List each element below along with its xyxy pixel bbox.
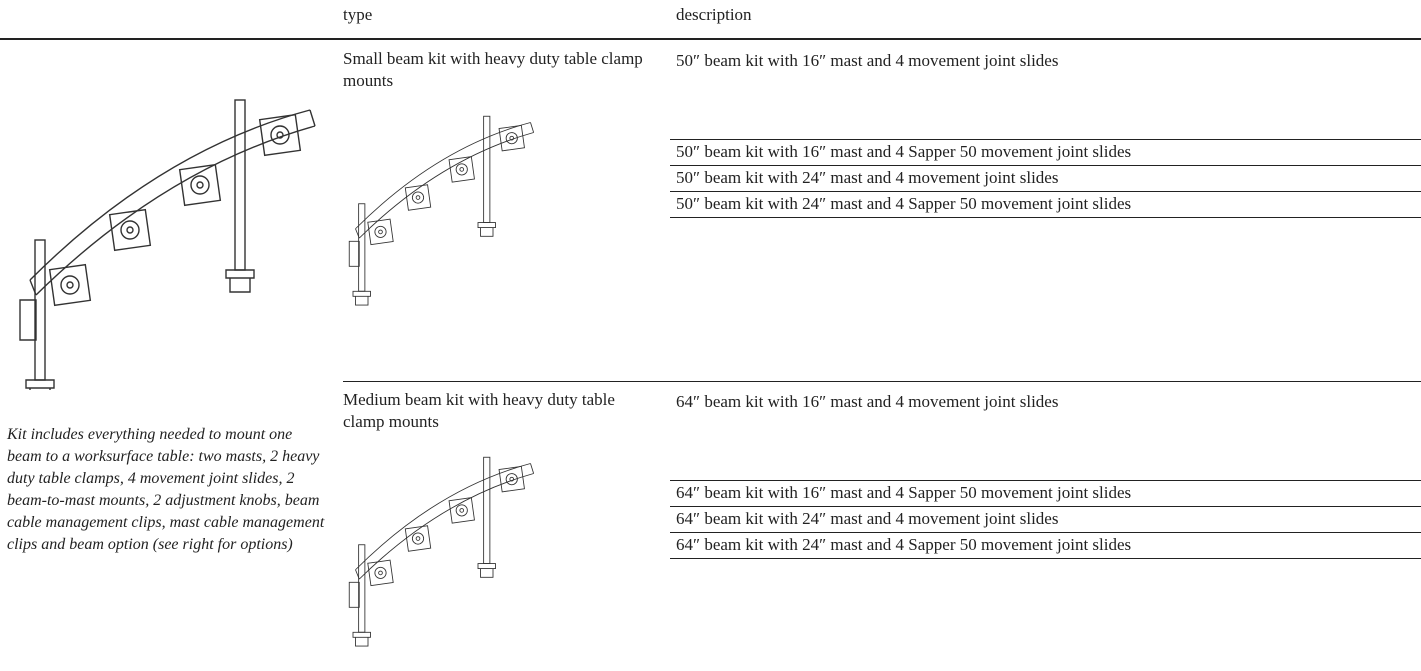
row-rule bbox=[670, 217, 1421, 218]
description-text: 50″ beam kit with 24″ mast and 4 movemen… bbox=[676, 168, 1059, 187]
row-rule bbox=[670, 480, 1421, 481]
description-text: 64″ beam kit with 16″ mast and 4 movemen… bbox=[676, 392, 1059, 411]
description-text: 64″ beam kit with 24″ mast and 4 movemen… bbox=[676, 509, 1059, 528]
type-text: Medium beam kit with heavy duty table cl… bbox=[343, 390, 615, 431]
column-header: type bbox=[343, 5, 373, 24]
kit-illustration bbox=[19, 99, 316, 390]
row-rule bbox=[670, 191, 1421, 192]
row-rule bbox=[670, 532, 1421, 533]
type-illustration bbox=[348, 115, 535, 306]
description-text: 50″ beam kit with 16″ mast and 4 movemen… bbox=[676, 51, 1059, 70]
description-text: 64″ beam kit with 16″ mast and 4 Sapper … bbox=[676, 483, 1132, 502]
description-text: 50″ beam kit with 24″ mast and 4 Sapper … bbox=[676, 194, 1132, 213]
type-text: Small beam kit with heavy duty table cla… bbox=[343, 49, 643, 90]
description-text: 64″ beam kit with 24″ mast and 4 Sapper … bbox=[676, 535, 1132, 554]
type-illustration bbox=[348, 456, 535, 647]
column-header: description bbox=[676, 5, 752, 24]
header-rule bbox=[0, 38, 1421, 40]
group-rule bbox=[343, 381, 1421, 382]
row-rule bbox=[670, 506, 1421, 507]
row-rule bbox=[670, 165, 1421, 166]
row-rule bbox=[670, 558, 1421, 559]
description-text: 50″ beam kit with 16″ mast and 4 Sapper … bbox=[676, 142, 1132, 161]
page: type description Kit includes everything… bbox=[0, 5, 1421, 647]
row-rule bbox=[670, 139, 1421, 140]
caption: Kit includes everything needed to mount … bbox=[7, 426, 325, 553]
